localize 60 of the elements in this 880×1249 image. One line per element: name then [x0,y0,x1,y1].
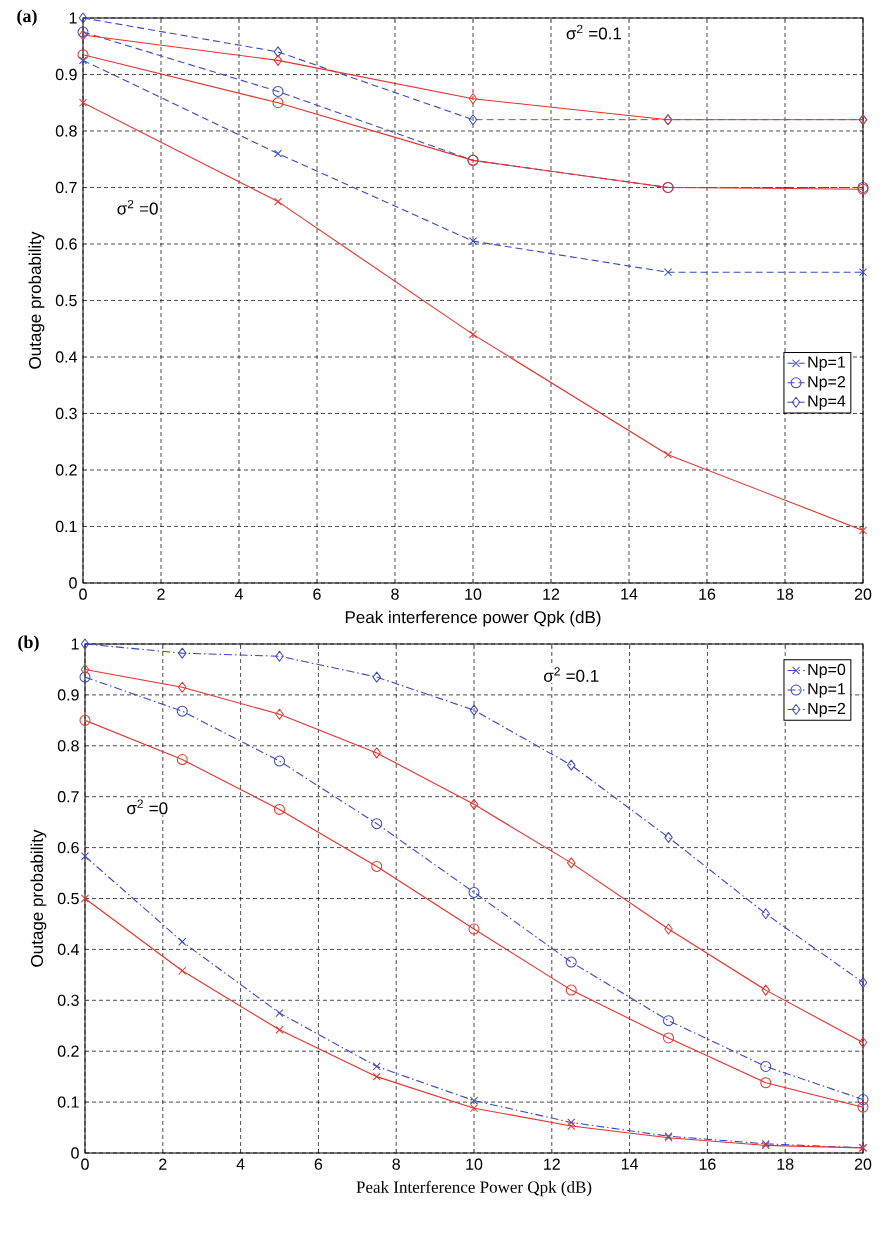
y-tick-label: 0.8 [57,740,79,752]
y-tick-label: 1 [71,638,79,650]
x-axis-title: Peak Interference Power Qpk (dB) [356,1180,592,1197]
x-tick-label: 6 [313,588,321,600]
x-tick-label: 8 [391,588,399,600]
x-tick-label: 8 [392,1158,400,1170]
x-tick-label: 16 [699,588,716,600]
annotation: σ$^{2}$ =0.1 [566,24,622,40]
y-tick-label: 0.4 [55,351,77,363]
y-tick-label: 0 [71,1147,79,1159]
x-tick-label: 2 [159,1158,167,1170]
x-tick-label: 12 [543,588,560,600]
y-tick-label: 0.9 [57,689,79,701]
x-tick-label: 0 [81,1158,89,1170]
legend-label: Np=2 [808,702,846,718]
y-tick-label: 0.4 [57,943,79,956]
y-tick-label: 0.6 [57,841,79,854]
y-tick-label: 0.9 [55,68,77,81]
annotation: σ$^{2}$ =0.1 [544,667,599,682]
legend-label: Np=2 [808,376,845,391]
x-tick-label: 4 [236,1158,245,1170]
x-tick-label: 12 [544,1158,560,1170]
y-tick-label: 0.2 [55,464,77,476]
x-tick-label: 6 [314,1158,323,1170]
chart-title: (b) [18,635,39,652]
annotation: σ$^{2}$ =0 [127,799,168,815]
x-tick-label: 18 [777,1158,794,1170]
x-tick-label: 18 [777,588,794,600]
x-tick-label: 4 [234,588,243,600]
y-tick-label: 0.2 [57,1045,79,1057]
y-tick-label: 1 [69,12,77,24]
legend-label: Np=4 [808,395,846,410]
y-axis-title: Outage probability [30,829,47,967]
x-tick-label: 20 [854,1158,872,1170]
x-tick-label: 16 [699,1158,716,1170]
y-tick-label: 0.7 [57,791,79,803]
y-tick-label: 0 [69,577,77,589]
legend-label: Np=1 [808,683,846,698]
y-tick-label: 0.1 [55,520,77,533]
annotation: σ$^{2}$ =0 [117,199,158,215]
y-tick-label: 0.3 [57,994,79,1006]
x-tick-label: 14 [621,588,638,600]
y-tick-label: 0.1 [57,1096,79,1108]
x-tick-label: 14 [621,1158,639,1170]
y-tick-label: 0.8 [55,125,77,137]
x-tick-label: 10 [465,588,482,600]
y-tick-label: 0.5 [57,892,79,905]
legend-label: Np=1 [808,356,846,371]
chart-title: (a) [17,9,37,26]
y-tick-label: 0.7 [55,181,77,194]
x-tick-label: 20 [854,588,872,600]
y-tick-label: 0.5 [55,294,77,307]
x-tick-label: 10 [466,1158,483,1170]
y-tick-label: 0.3 [55,407,77,420]
legend-label: Np=0 [808,663,846,679]
x-axis-title: Peak interference power Qpk (dB) [345,610,601,627]
y-axis-title: Outage probability [28,231,45,369]
y-tick-label: 0.6 [55,238,77,250]
x-tick-label: 0 [79,588,87,600]
x-tick-label: 2 [157,588,165,600]
